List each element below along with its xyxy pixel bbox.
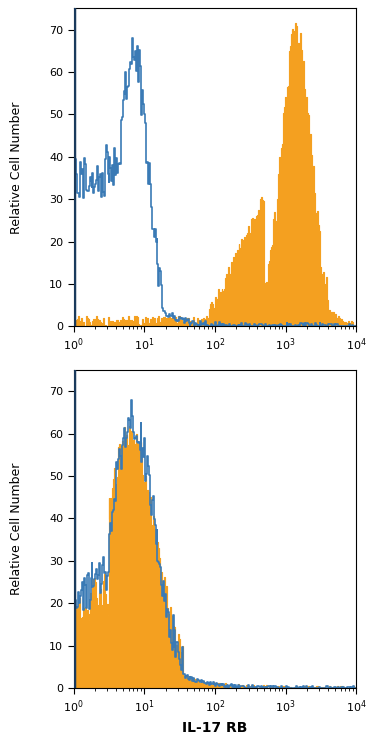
Y-axis label: Relative Cell Number: Relative Cell Number: [10, 463, 23, 595]
Y-axis label: Relative Cell Number: Relative Cell Number: [10, 101, 23, 233]
X-axis label: IL-17 RB: IL-17 RB: [182, 721, 248, 735]
